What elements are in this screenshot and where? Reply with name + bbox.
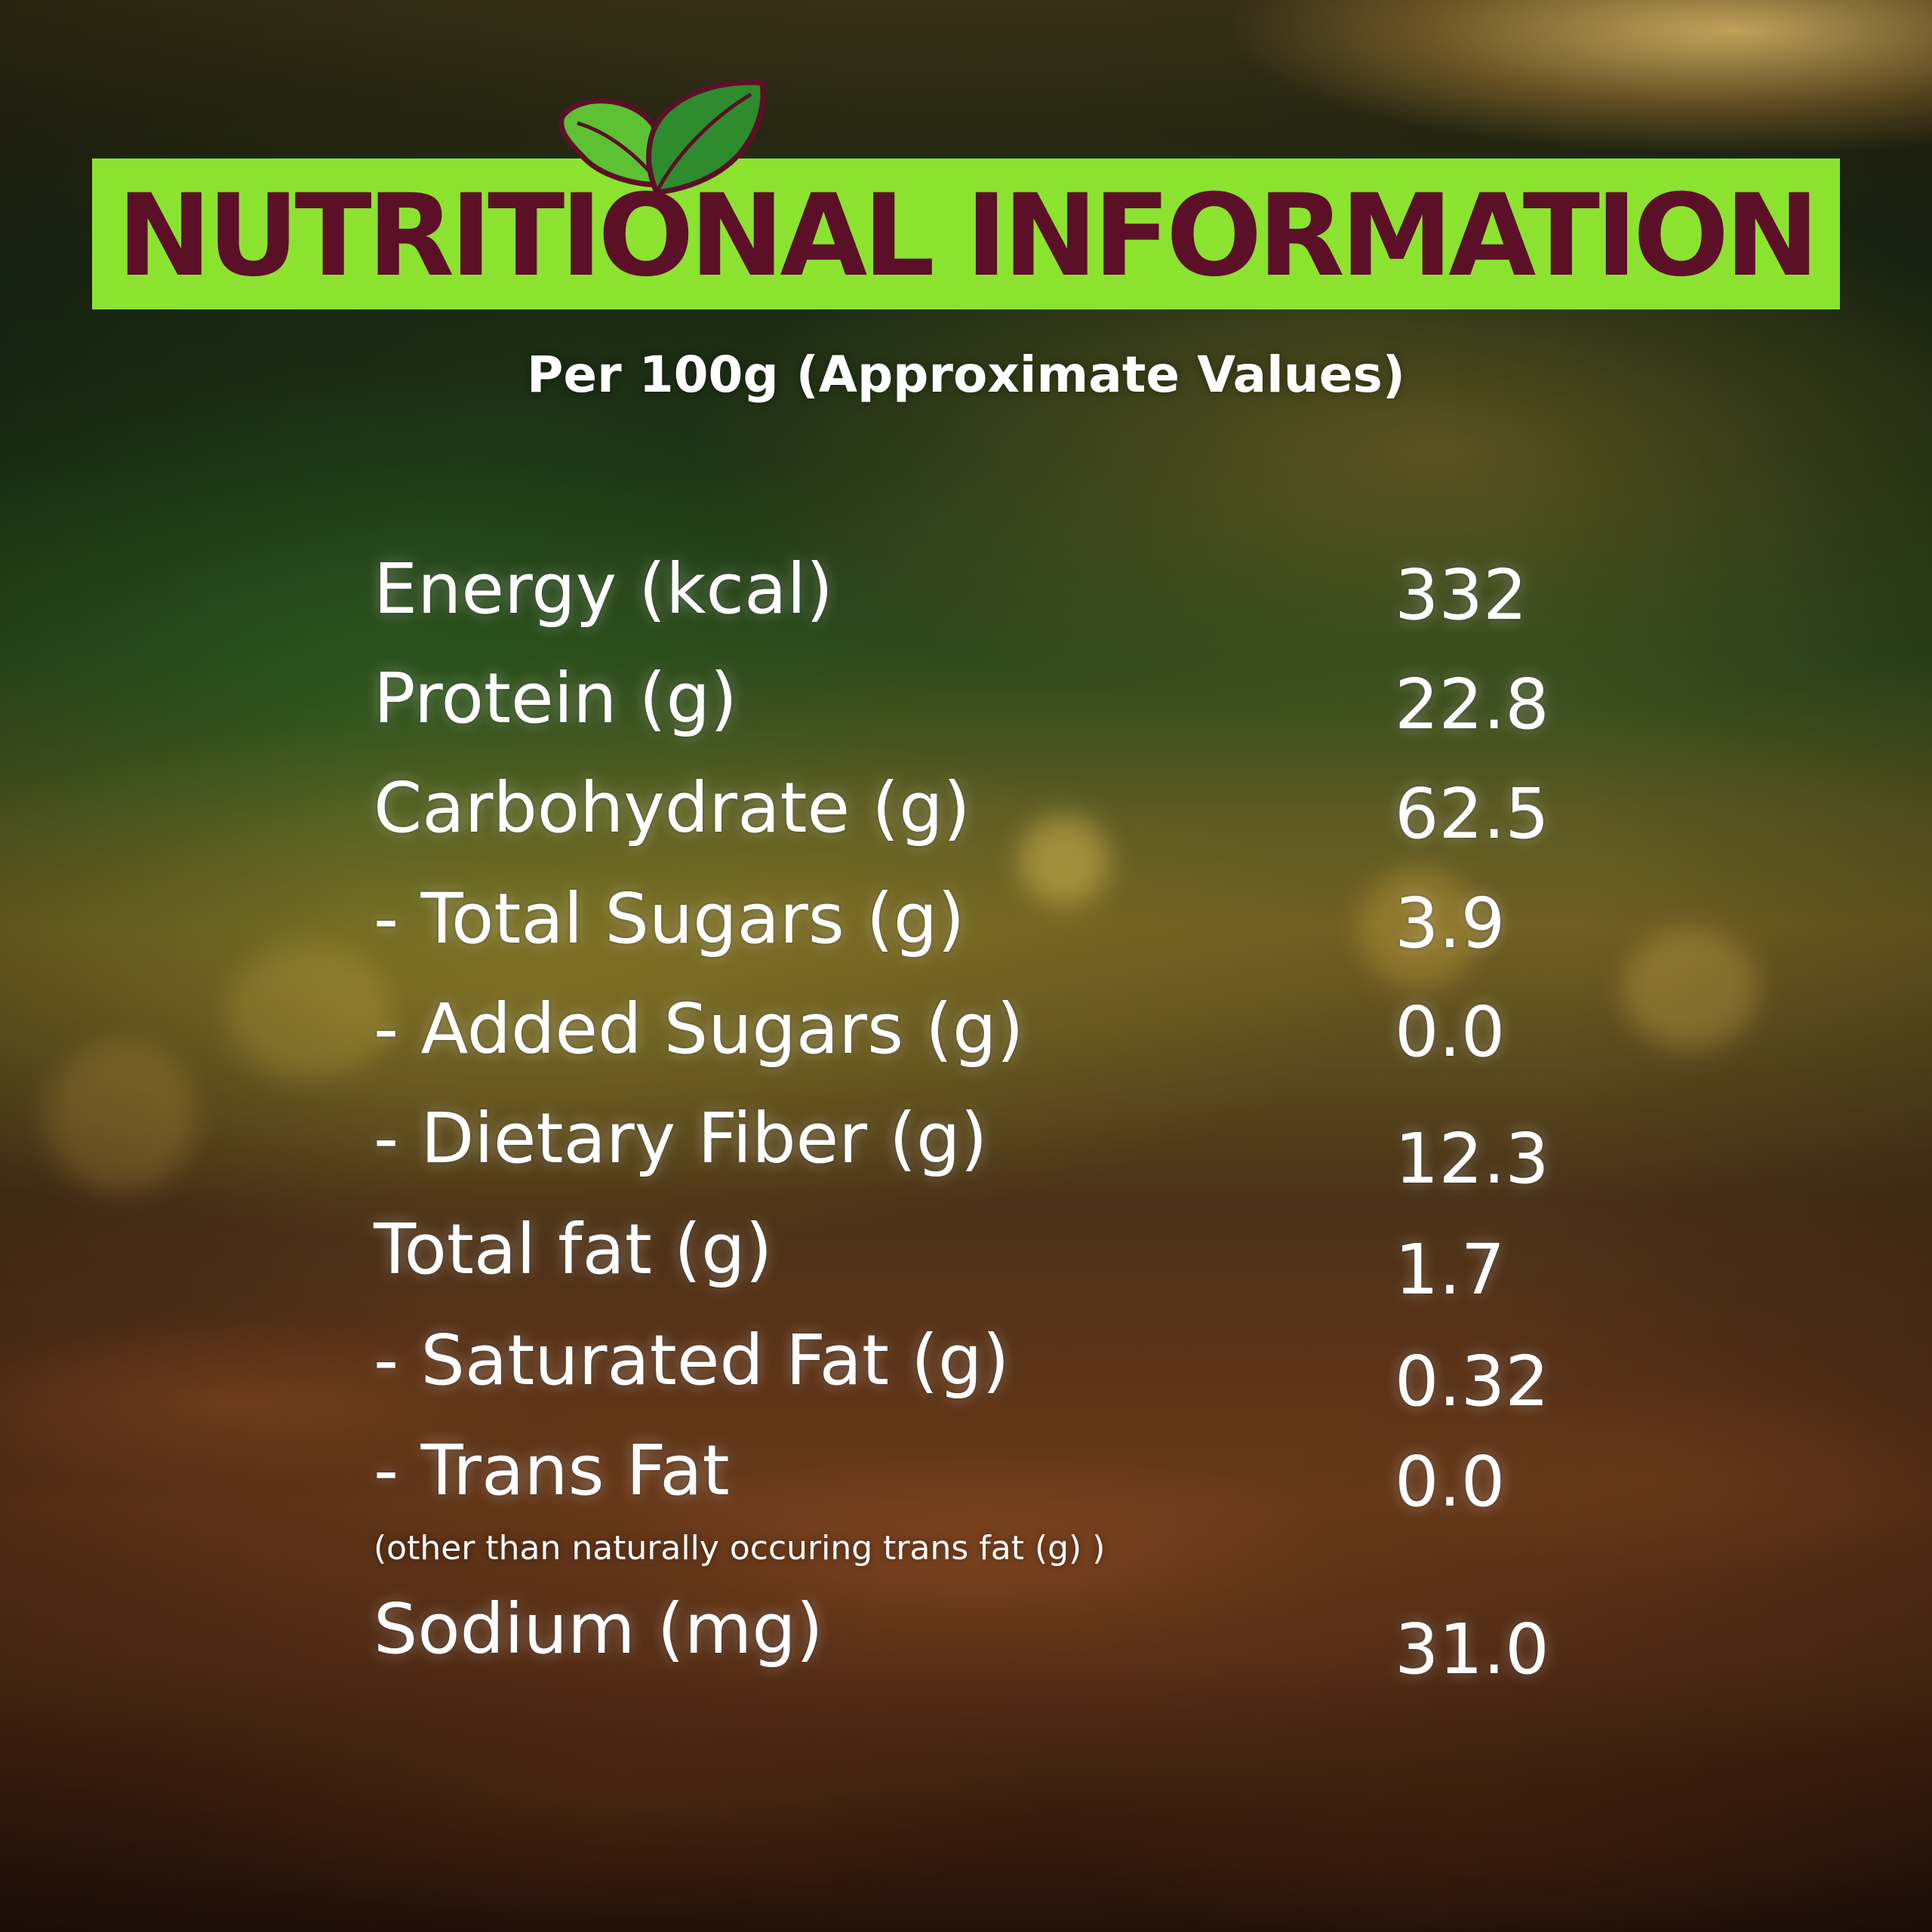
nutrient-label: - Dietary Fiber (g) (374, 1098, 988, 1179)
soil-foreground (0, 1102, 1932, 1932)
nutrient-value: 332 (1395, 555, 1527, 635)
nutrient-value: 22.8 (1395, 664, 1549, 745)
nutrient-value: 12.3 (1395, 1118, 1549, 1199)
nutrient-value: 0.0 (1395, 1441, 1506, 1522)
title-banner: NUTRITIONAL INFORMATION (92, 158, 1840, 309)
nutrient-label: - Added Sugars (g) (374, 989, 1024, 1069)
leaf-logo-icon (558, 79, 766, 195)
nutrient-value: 0.0 (1395, 992, 1506, 1072)
nutrient-label: Total fat (g) (374, 1209, 773, 1290)
page-title: NUTRITIONAL INFORMATION (117, 171, 1820, 302)
bokeh-light (1623, 928, 1758, 1049)
nutrient-label: Carbohydrate (g) (374, 768, 971, 848)
nutrient-label: Sodium (mg) (374, 1589, 823, 1669)
bokeh-light (1358, 868, 1479, 989)
nutrient-value: 31.0 (1395, 1609, 1549, 1690)
nutrient-value: 1.7 (1395, 1229, 1506, 1310)
nutrient-label: Protein (g) (374, 658, 737, 739)
nutrient-label: Energy (kcal) (374, 549, 833, 629)
subtitle: Per 100g (Approximate Values) (527, 346, 1405, 404)
nutrient-label: - Total Sugars (g) (374, 878, 965, 959)
trans-fat-note: (other than naturally occuring trans fat… (374, 1529, 1106, 1567)
nutrient-label: - Trans Fat (374, 1430, 730, 1511)
nutrient-value: 62.5 (1395, 774, 1549, 854)
nutrient-value: 0.32 (1395, 1341, 1549, 1422)
nutrient-label: - Saturated Fat (g) (374, 1320, 1010, 1401)
bokeh-light (1019, 815, 1109, 906)
nutrient-value: 3.9 (1395, 883, 1506, 964)
bokeh-light (226, 943, 392, 1079)
